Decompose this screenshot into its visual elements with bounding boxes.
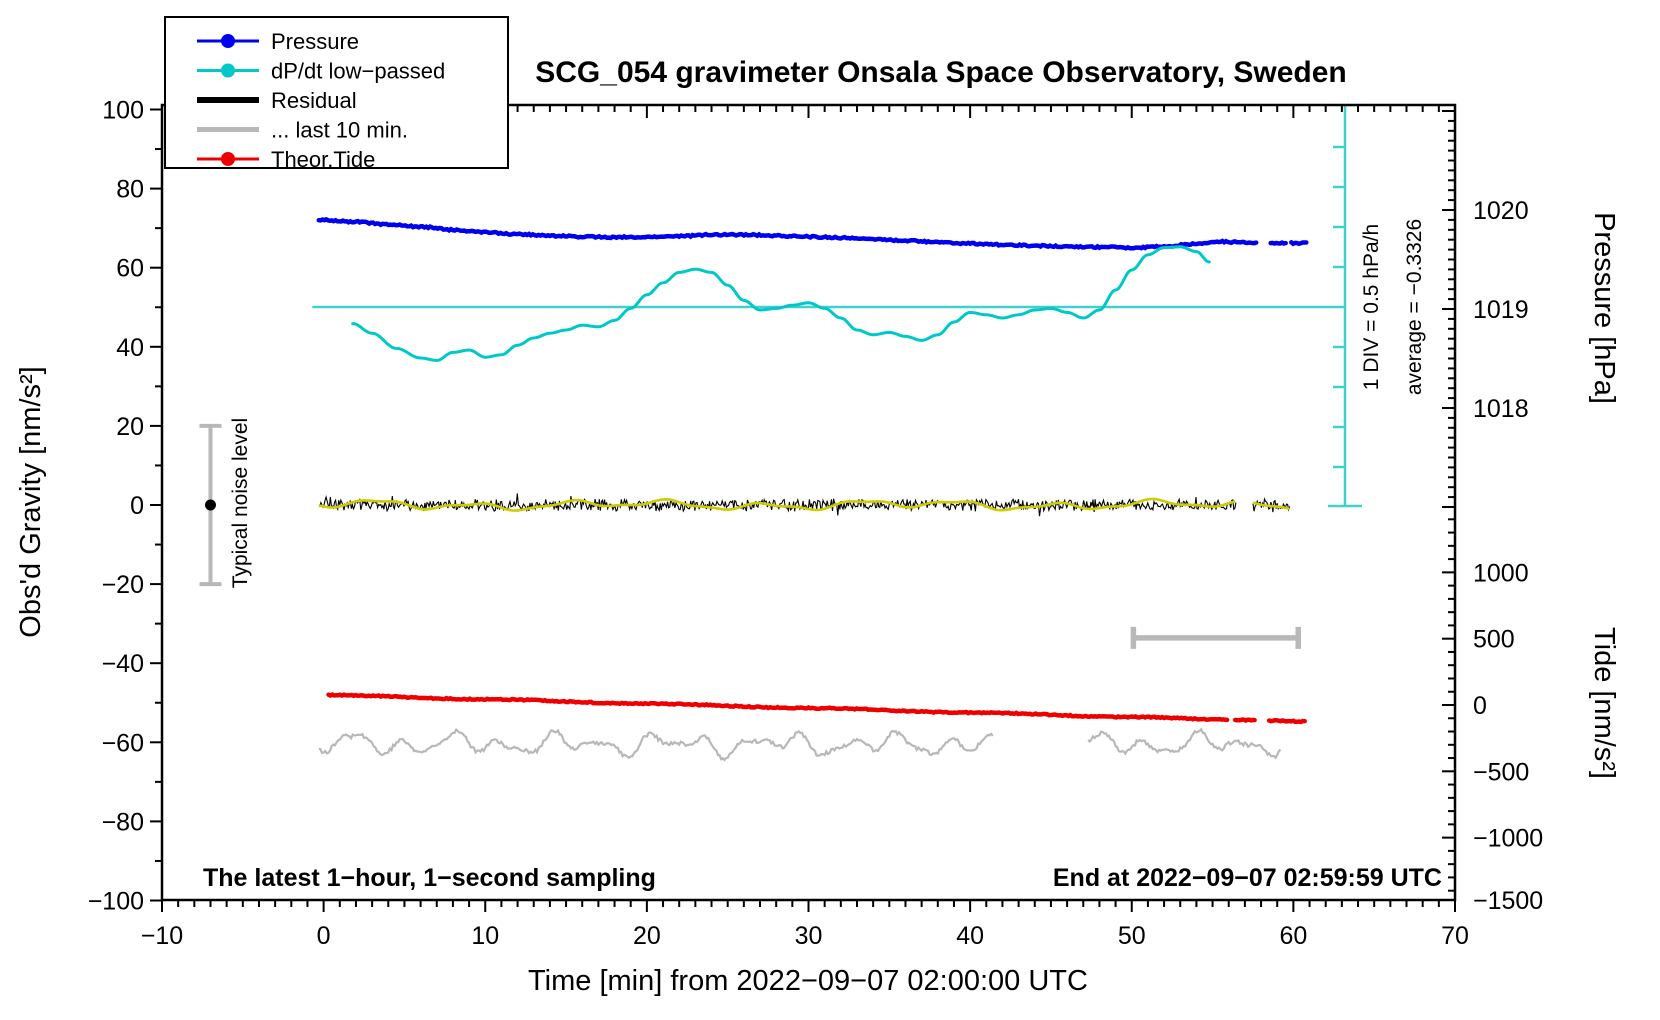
gravity-tick-label: −40 bbox=[102, 650, 144, 678]
x-tick-label: 30 bbox=[795, 922, 823, 950]
tide-tick-label: −1500 bbox=[1473, 887, 1543, 915]
pressure-tick-label: 1019 bbox=[1473, 296, 1529, 324]
legend-marker-dot bbox=[221, 63, 235, 78]
dpdt-curve bbox=[351, 245, 1211, 362]
legend-item-label: dP/dt low−passed bbox=[271, 59, 445, 84]
div-scale-annotation: 1 DIV = 0.5 hPa/h bbox=[1360, 224, 1383, 390]
tide-tick-label: 0 bbox=[1473, 692, 1487, 720]
pressure-tick-label: 1020 bbox=[1473, 197, 1529, 225]
chart-layer: −10 0 10 20 30 40 50 60 70−100−80−60−40−20020406… bbox=[88, 97, 1544, 951]
legend-item-label: Pressure bbox=[271, 29, 359, 54]
pressure-axis-title: Pressure [hPa] bbox=[1588, 212, 1620, 404]
noise-error-bar bbox=[199, 423, 222, 587]
tide-axis-title: Tide [nm/s²] bbox=[1588, 627, 1620, 779]
sampling-note: The latest 1−hour, 1−second sampling bbox=[203, 864, 656, 892]
axes-frame: −10 0 10 20 30 40 50 60 70−100−80−60−40−20020406… bbox=[88, 97, 1544, 951]
noise-level-annotation: Typical noise level bbox=[229, 418, 252, 588]
x-tick-label: 60 bbox=[1279, 922, 1307, 950]
legend-item: ... last 10 min. bbox=[197, 118, 408, 143]
x-axis-title: Time [min] from 2022−09−07 02:00:00 UTC bbox=[528, 965, 1088, 997]
gravity-tick-label: 60 bbox=[116, 255, 144, 283]
x-tick-label: −10 bbox=[141, 922, 183, 950]
tide-tick-label: −1000 bbox=[1473, 825, 1543, 853]
legend-marker-dot bbox=[221, 152, 235, 166]
tide-tick-label: 500 bbox=[1473, 626, 1515, 654]
gravity-tick-label: 20 bbox=[116, 413, 144, 441]
residual-lowpass-curve bbox=[318, 497, 1290, 512]
chart-title: SCG_054 gravimeter Onsala Space Observat… bbox=[535, 56, 1347, 89]
x-tick-label: 0 bbox=[317, 922, 331, 950]
gravity-tick-label: 80 bbox=[116, 176, 144, 204]
x-tick-label: 40 bbox=[956, 922, 984, 950]
legend-item-label: ... last 10 min. bbox=[271, 118, 408, 143]
gravity-tick-label: 0 bbox=[130, 492, 144, 520]
gravity-tick-label: 40 bbox=[116, 334, 144, 362]
last10-span-bar bbox=[1130, 626, 1301, 649]
average-annotation: average = −0.3326 bbox=[1403, 219, 1426, 395]
tide-tick-label: −500 bbox=[1473, 758, 1529, 786]
tide-tick-label: 1000 bbox=[1473, 559, 1529, 587]
x-tick-label: 20 bbox=[633, 922, 661, 950]
last10min-curve bbox=[318, 727, 1282, 762]
gravity-tick-label: −20 bbox=[102, 571, 144, 599]
legend-item: Residual bbox=[197, 88, 357, 113]
dpdt-reference-marks bbox=[312, 105, 1362, 508]
x-tick-label: 10 bbox=[471, 922, 499, 950]
legend: Pressure dP/dt low−passed Residual ... last… bbox=[164, 16, 509, 172]
legend-item: dP/dt low−passed bbox=[197, 59, 445, 84]
x-tick-label: 70 bbox=[1441, 922, 1469, 950]
legend-marker-dot bbox=[221, 34, 235, 48]
gravity-tick-label: −60 bbox=[102, 729, 144, 757]
pressure-tick-label: 1018 bbox=[1473, 395, 1529, 423]
x-tick-label: 50 bbox=[1118, 922, 1146, 950]
legend-item-label: Residual bbox=[271, 88, 357, 113]
pressure-curve bbox=[316, 216, 1309, 251]
end-time-note: End at 2022−09−07 02:59:59 UTC bbox=[1053, 864, 1442, 892]
gravity-tick-label: −100 bbox=[88, 888, 144, 916]
gravity-axis-title: Obs'd Gravity [nm/s²] bbox=[15, 366, 47, 637]
tide-curve bbox=[326, 692, 1307, 725]
legend-item: Pressure bbox=[197, 29, 359, 54]
gravity-tick-label: 100 bbox=[102, 97, 144, 125]
legend-item-label: Theor.Tide bbox=[271, 147, 375, 172]
gravity-tick-label: −80 bbox=[102, 808, 144, 836]
legend-item: Theor.Tide bbox=[197, 147, 375, 172]
